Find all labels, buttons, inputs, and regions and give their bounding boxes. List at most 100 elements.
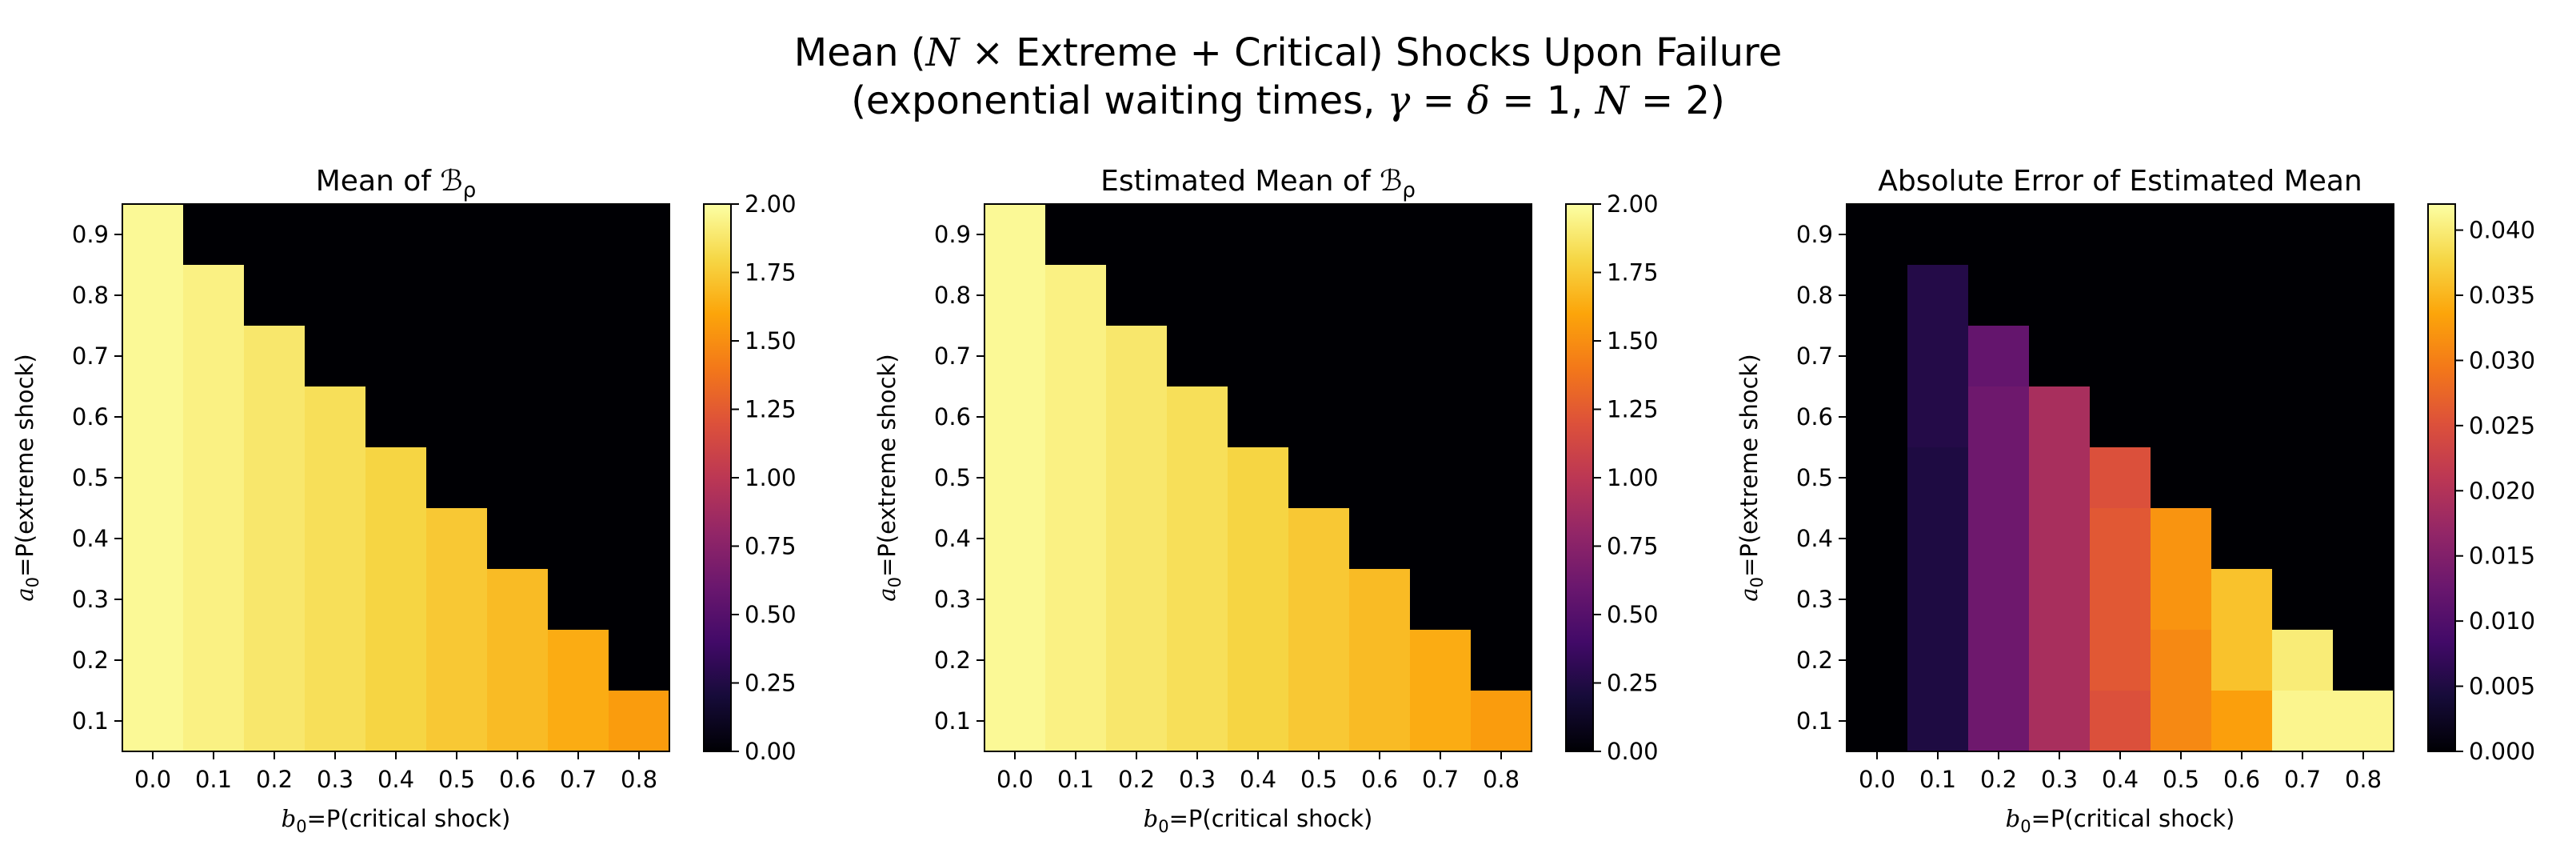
heatmap-cell	[1349, 326, 1411, 387]
heatmap-cell	[609, 569, 670, 631]
heatmap-cell	[122, 326, 184, 387]
heatmap-cell	[1106, 204, 1168, 266]
heatmap-cell	[1288, 691, 1350, 752]
colorbar-tick-label: 2.00	[745, 190, 797, 218]
x-tick-label: 0.7	[1422, 766, 1459, 793]
x-tick-label: 0.3	[1179, 766, 1216, 793]
colorbar-tick-label: 0.000	[2469, 738, 2535, 765]
x-tick-label: 0.7	[2284, 766, 2321, 793]
heatmap-cell	[1968, 691, 2030, 752]
heatmap-cell	[122, 447, 184, 509]
x-tick-label: 0.8	[621, 766, 657, 793]
heatmap-cell	[984, 204, 1046, 266]
heatmap-cell	[305, 691, 366, 752]
x-axis-label: b0=P(critical shock)	[2006, 805, 2235, 836]
heatmap-cell	[1847, 569, 1908, 631]
heatmap-cell	[1288, 508, 1350, 570]
y-tick-label: 0.9	[934, 221, 971, 248]
heatmap-cell	[2090, 569, 2151, 631]
heatmap-cell	[1847, 265, 1908, 326]
heatmap-cell	[1471, 569, 1532, 631]
heatmap-cell	[1106, 508, 1168, 570]
heatmap-cell	[1410, 386, 1472, 448]
heatmap-cell	[1907, 508, 1969, 570]
heatmap-cell	[548, 204, 609, 266]
heatmap-cell	[1410, 447, 1472, 509]
heatmap-cell	[305, 386, 366, 448]
heatmap-cell	[1847, 326, 1908, 387]
heatmap-cell	[122, 386, 184, 448]
heatmap-cell	[426, 386, 488, 448]
heatmap-cell	[1349, 204, 1411, 266]
y-tick-label: 0.4	[934, 525, 971, 552]
heatmap-cell	[2090, 508, 2151, 570]
y-tick-label: 0.8	[1796, 282, 1833, 309]
heatmap-cell	[1907, 691, 1969, 752]
heatmap-cell	[183, 569, 245, 631]
heatmap-cell	[1228, 508, 1289, 570]
heatmap-cell	[1471, 447, 1532, 509]
heatmap-cell	[984, 630, 1046, 691]
heatmap-cell	[1907, 630, 1969, 691]
heatmap-cell	[1471, 691, 1532, 752]
heatmap-cell	[2272, 326, 2334, 387]
heatmap-cell	[2090, 386, 2151, 448]
heatmap-cell	[1167, 265, 1228, 326]
colorbar-tick-label: 0.00	[745, 738, 797, 765]
heatmap-cell	[1907, 326, 1969, 387]
y-tick-label: 0.4	[1796, 525, 1833, 552]
heatmap-cell	[548, 326, 609, 387]
colorbar-tick-label: 1.50	[1607, 327, 1659, 354]
colorbar-tick-label: 0.010	[2469, 607, 2535, 635]
x-tick-label: 0.4	[2102, 766, 2139, 793]
heatmap-cell	[183, 386, 245, 448]
heatmap-cell	[2272, 265, 2334, 326]
heatmap-cell	[1045, 691, 1107, 752]
heatmap-cell	[365, 386, 427, 448]
heatmap-cell	[426, 447, 488, 509]
heatmap-cell	[305, 265, 366, 326]
y-tick-label: 0.1	[1796, 707, 1833, 735]
y-tick-label: 0.8	[934, 282, 971, 309]
heatmap-cell	[1907, 204, 1969, 266]
heatmap-cell	[2211, 447, 2273, 509]
heatmap-cell	[365, 326, 427, 387]
y-axis-label: a0=P(extreme shock)	[11, 354, 42, 601]
heatmap-cell	[548, 447, 609, 509]
heatmap-cell	[487, 691, 549, 752]
heatmap-cell	[1907, 265, 1969, 326]
y-tick-label: 0.5	[72, 464, 109, 491]
heatmap-cell	[984, 386, 1046, 448]
heatmap-cell	[984, 265, 1046, 326]
heatmap-cell	[487, 265, 549, 326]
heatmap-cell	[1410, 569, 1472, 631]
heatmap-cell	[183, 691, 245, 752]
heatmap-cell	[2029, 326, 2091, 387]
heatmap-cell	[2029, 630, 2091, 691]
heatmap-cell	[122, 569, 184, 631]
y-tick-label: 0.1	[934, 707, 971, 735]
heatmap-cell	[244, 508, 306, 570]
colorbar-tick-label: 1.75	[1607, 259, 1659, 286]
x-tick-label: 0.0	[996, 766, 1033, 793]
y-tick-label: 0.9	[1796, 221, 1833, 248]
x-tick-label: 0.5	[2163, 766, 2199, 793]
heatmap-cell	[1106, 630, 1168, 691]
heatmap-cell	[1410, 630, 1472, 691]
heatmap-cell	[426, 691, 488, 752]
x-tick-label: 0.6	[2223, 766, 2260, 793]
colorbar-tick-label: 0.75	[745, 533, 797, 560]
heatmap-cell	[2272, 691, 2334, 752]
heatmap-cell	[2151, 691, 2212, 752]
heatmap-cell	[1167, 508, 1228, 570]
heatmap-cell	[244, 630, 306, 691]
y-tick-label: 0.6	[72, 403, 109, 431]
heatmap-cell	[2151, 386, 2212, 448]
heatmap-cell	[2029, 508, 2091, 570]
heatmap-cell	[609, 508, 670, 570]
x-tick-label: 0.5	[438, 766, 475, 793]
heatmap-cell	[2151, 265, 2212, 326]
y-tick-label: 0.9	[72, 221, 109, 248]
colorbar	[1565, 203, 1594, 752]
panel-title: Mean of ℬρ	[316, 165, 477, 202]
